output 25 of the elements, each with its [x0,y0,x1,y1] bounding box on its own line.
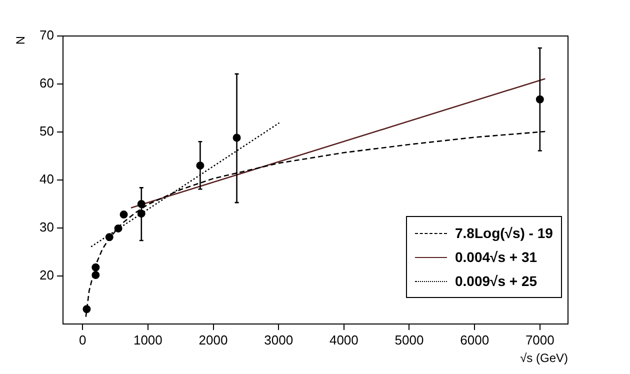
x-axis-title: √s (GeV) [520,351,568,366]
y-tick-label: 40 [40,172,54,187]
x-tick-label: 3000 [264,332,294,348]
x-tick-label: 4000 [329,332,358,348]
x-tick-label: 5000 [394,332,424,348]
point [105,233,114,242]
x-tick-label: 7000 [525,332,554,348]
x-tick-label: 0 [78,332,86,348]
point [82,305,91,314]
y-tick-label: 20 [40,268,54,283]
y-tick-label: 30 [40,220,54,235]
point [120,210,128,219]
y-tick-label: 50 [40,124,54,139]
x-tick-label: 1000 [133,332,162,348]
point [92,263,100,272]
point [114,224,122,232]
legend-label: 7.8Log(√s) - 19 [455,225,553,241]
legend-label: 0.004√s + 31 [455,249,538,265]
y-axis-title: N [14,36,28,45]
legend-label: 0.009√s + 25 [455,273,538,289]
y-tick-label: 60 [40,76,54,91]
y-tick-label: 70 [40,28,54,43]
point [92,271,100,280]
x-tick-label: 2000 [198,332,228,348]
x-tick-label: 6000 [460,332,490,348]
